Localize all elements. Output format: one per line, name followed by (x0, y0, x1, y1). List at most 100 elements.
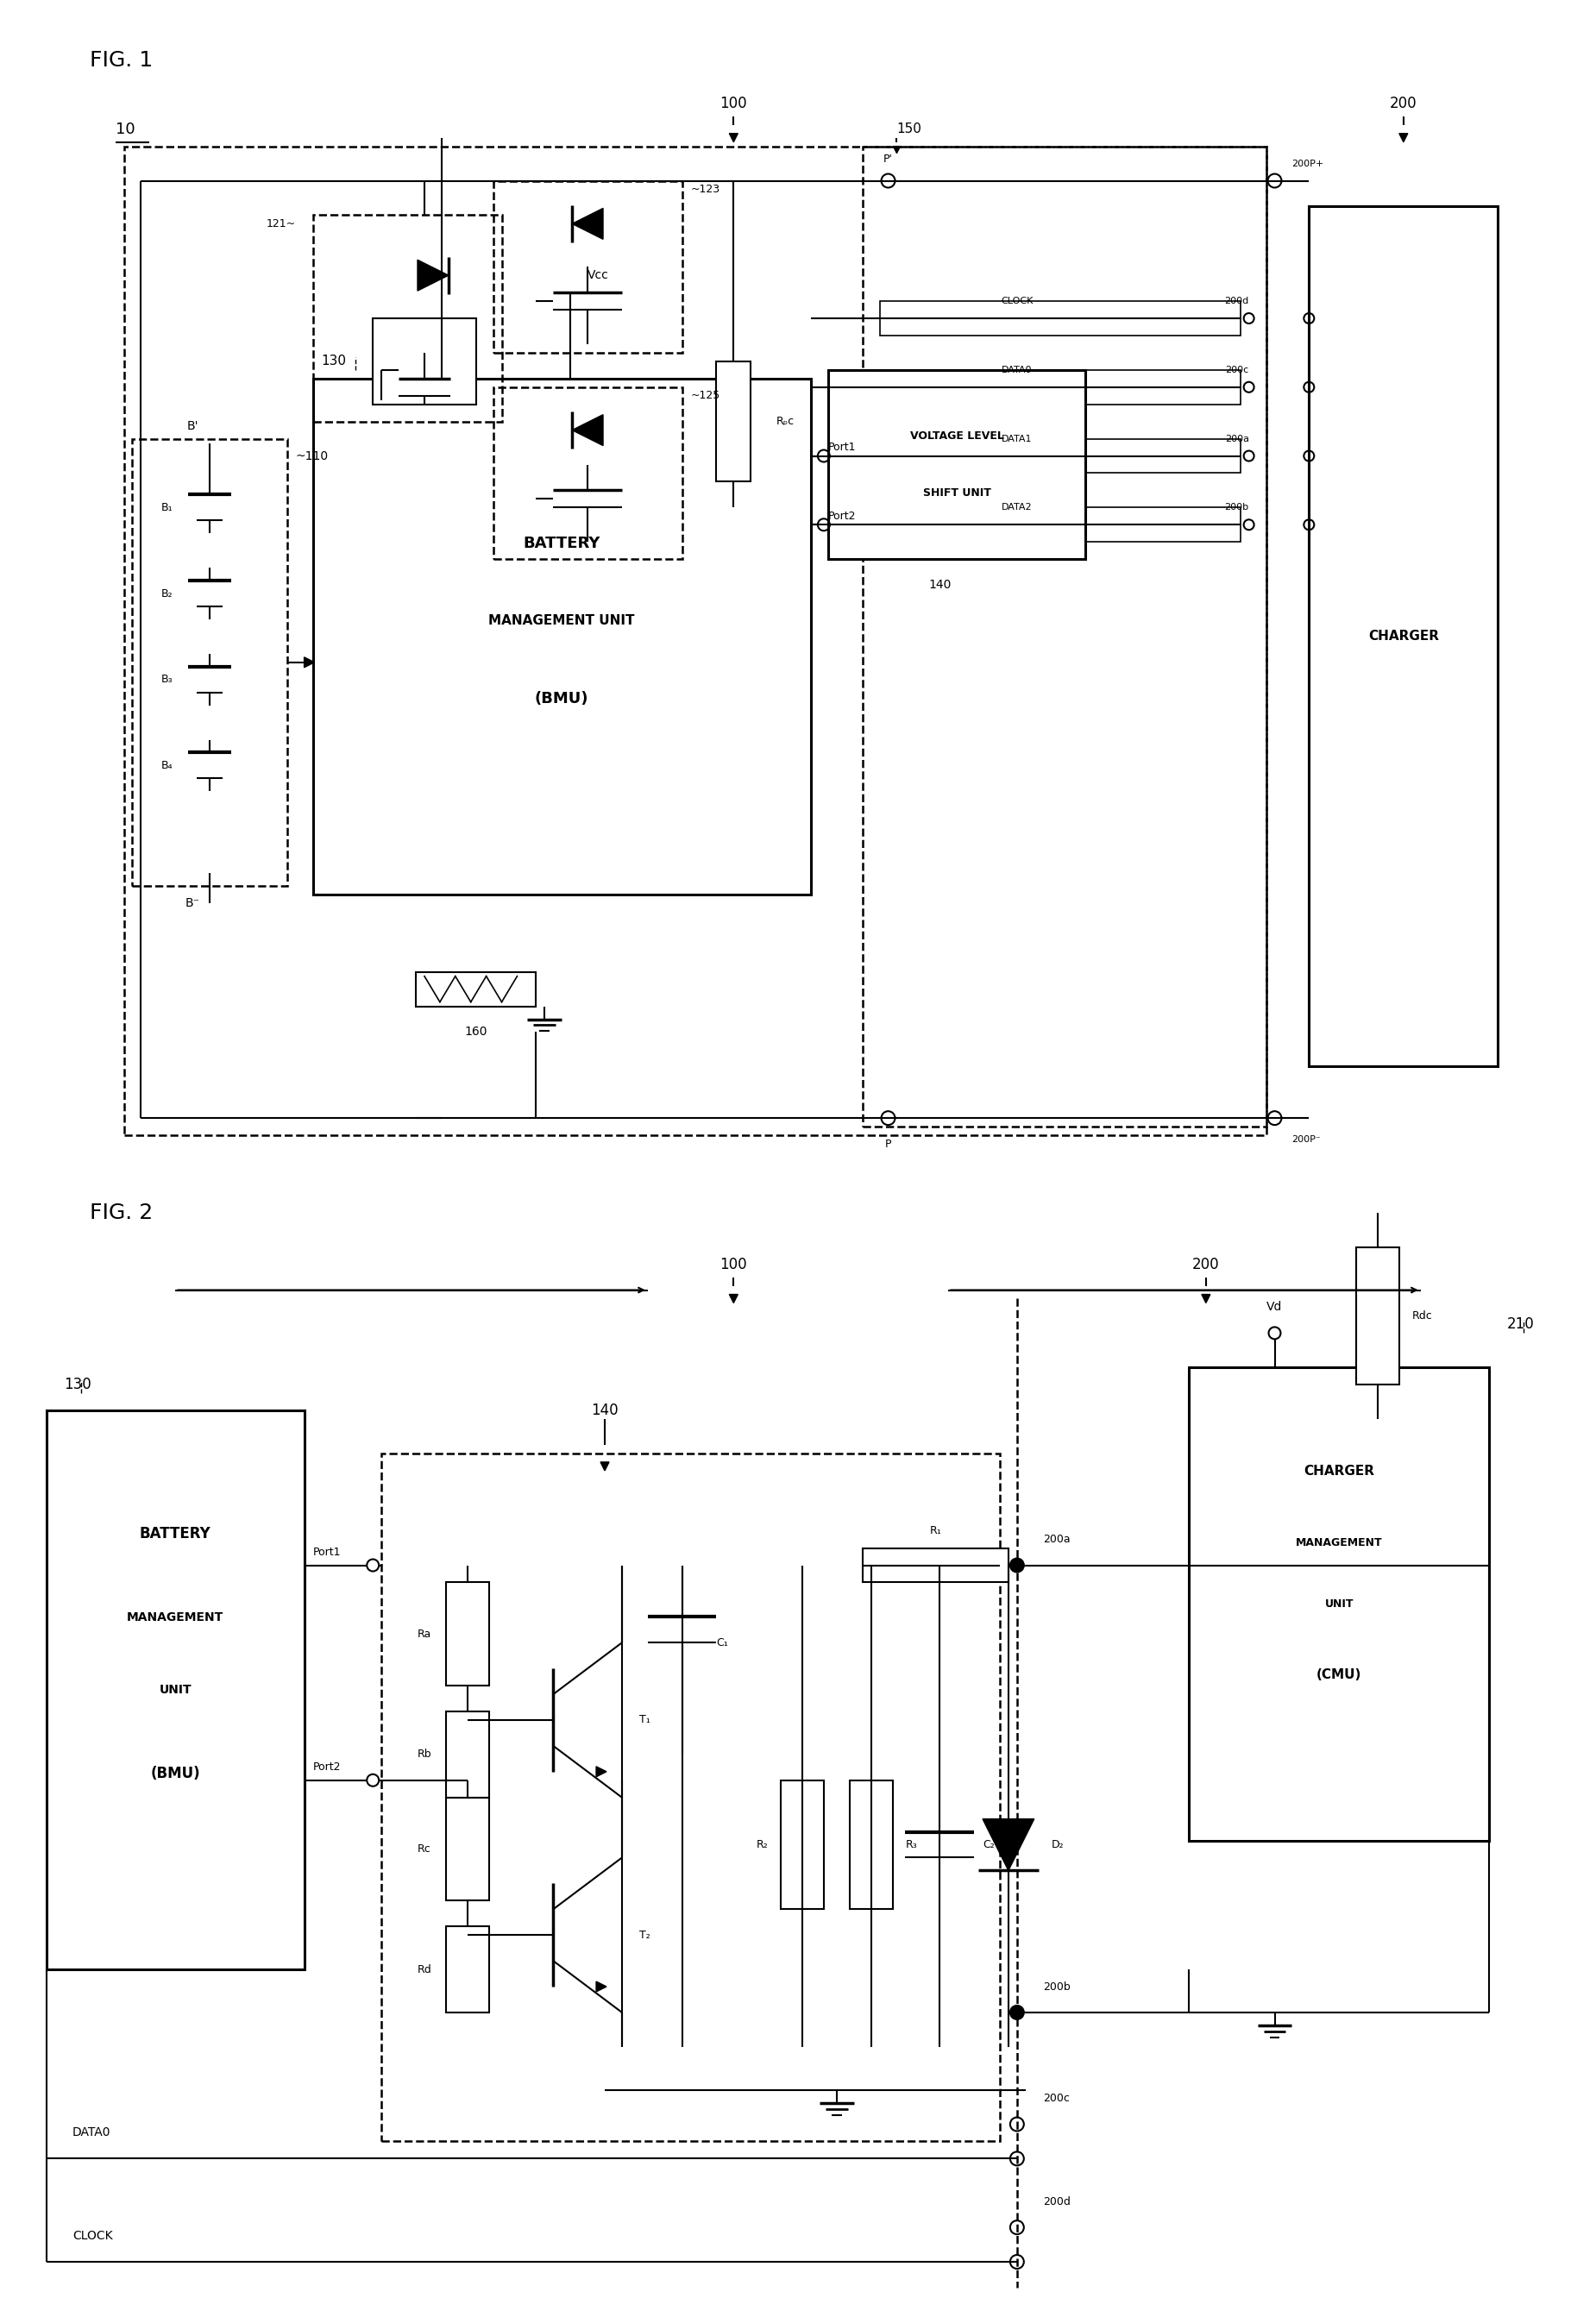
Bar (493, 181, 681, 352)
Polygon shape (597, 1766, 606, 1777)
Bar (1309, 206, 1499, 1066)
Text: SHIFT UNIT: SHIFT UNIT (922, 487, 991, 498)
Text: 160: 160 (464, 1026, 487, 1038)
Text: Vd: Vd (1267, 1302, 1283, 1314)
Text: MANAGEMENT: MANAGEMENT (1296, 1536, 1382, 1548)
Bar (417, 971, 536, 1006)
Text: C₁: C₁ (717, 1638, 728, 1647)
Bar (493, 387, 681, 558)
Text: P: P (884, 1138, 892, 1149)
Bar (862, 146, 1266, 1126)
Text: 200c: 200c (1226, 366, 1250, 375)
Text: DATA0: DATA0 (72, 2127, 110, 2139)
Bar (445, 1925, 488, 2013)
Bar (879, 301, 1240, 336)
Text: Ra: Ra (418, 1629, 431, 1640)
Text: ~125: ~125 (691, 389, 720, 401)
Text: Port1: Port1 (313, 1548, 342, 1557)
Text: Port1: Port1 (828, 443, 855, 452)
Text: R₁: R₁ (929, 1525, 942, 1536)
Bar (313, 378, 811, 894)
Text: 200: 200 (1192, 1256, 1219, 1272)
Text: DATA0: DATA0 (1002, 366, 1033, 375)
Text: CLOCK: CLOCK (72, 2229, 113, 2243)
Text: R₃: R₃ (905, 1840, 918, 1851)
Text: VOLTAGE LEVEL: VOLTAGE LEVEL (910, 431, 1004, 443)
Text: 130: 130 (64, 1376, 91, 1393)
Text: DATA2: DATA2 (1002, 503, 1033, 512)
Bar (879, 438, 1240, 473)
Text: DATA1: DATA1 (1002, 433, 1033, 443)
Text: 121~: 121~ (267, 218, 295, 229)
Bar (1357, 1247, 1400, 1386)
Text: MANAGEMENT: MANAGEMENT (128, 1610, 223, 1624)
Polygon shape (571, 415, 603, 445)
Polygon shape (418, 260, 448, 292)
Polygon shape (1202, 1295, 1210, 1302)
Polygon shape (600, 1462, 610, 1471)
Polygon shape (305, 658, 314, 667)
Text: T₂: T₂ (638, 1930, 650, 1942)
Text: ~110: ~110 (295, 449, 329, 461)
Circle shape (1010, 2007, 1025, 2020)
Text: 200b: 200b (1224, 503, 1250, 512)
Text: B₂: B₂ (161, 589, 172, 600)
Bar (445, 1583, 488, 1687)
Text: 200a: 200a (1042, 1534, 1069, 1545)
Bar (46, 1411, 305, 1969)
Text: 200c: 200c (1042, 2092, 1069, 2104)
Bar (313, 215, 501, 422)
Polygon shape (983, 1819, 1034, 1870)
Text: Vcc: Vcc (587, 269, 610, 280)
Text: Rc: Rc (418, 1844, 431, 1854)
Bar (132, 438, 287, 885)
Text: BATTERY: BATTERY (523, 535, 600, 551)
Text: T₁: T₁ (638, 1715, 650, 1726)
Text: 200d: 200d (1224, 297, 1250, 306)
Text: P': P' (884, 153, 892, 165)
Polygon shape (894, 146, 900, 153)
Text: R₂: R₂ (757, 1840, 768, 1851)
Bar (381, 1453, 999, 2141)
Text: D₂: D₂ (1052, 1840, 1065, 1851)
Bar (1189, 1367, 1489, 1840)
Text: Rₚc: Rₚc (777, 417, 795, 426)
Text: 200P+: 200P+ (1291, 160, 1325, 167)
Text: (BMU): (BMU) (535, 690, 589, 707)
Text: (BMU): (BMU) (150, 1766, 200, 1782)
Text: 200b: 200b (1042, 1981, 1071, 1993)
Text: 210: 210 (1507, 1316, 1534, 1332)
Text: 10: 10 (115, 120, 134, 137)
Text: Rd: Rd (417, 1965, 431, 1974)
Text: UNIT: UNIT (1325, 1599, 1353, 1610)
Text: BATTERY: BATTERY (140, 1525, 211, 1541)
Text: FIG. 2: FIG. 2 (89, 1203, 153, 1223)
Bar (862, 1548, 1009, 1583)
Text: 200a: 200a (1224, 433, 1250, 443)
Text: Rb: Rb (417, 1749, 431, 1761)
Text: Port2: Port2 (828, 510, 855, 521)
Bar (879, 371, 1240, 405)
Bar (445, 1798, 488, 1900)
Text: (CMU): (CMU) (1317, 1668, 1361, 1682)
Text: 130: 130 (321, 355, 346, 368)
Text: 140: 140 (591, 1402, 618, 1418)
Bar (849, 1779, 892, 1909)
Text: 200: 200 (1390, 95, 1417, 111)
Polygon shape (597, 1981, 606, 1993)
Text: UNIT: UNIT (160, 1684, 192, 1696)
Bar (780, 1779, 824, 1909)
Text: ~123: ~123 (691, 183, 720, 195)
Polygon shape (729, 1295, 737, 1302)
Text: B': B' (187, 419, 198, 431)
Bar (828, 371, 1085, 558)
Text: B₃: B₃ (161, 674, 172, 686)
Bar (717, 361, 750, 482)
Text: 140: 140 (929, 579, 951, 591)
Bar (373, 317, 476, 405)
Text: 200d: 200d (1042, 2197, 1071, 2208)
Text: 150: 150 (897, 123, 921, 137)
Text: B⁻: B⁻ (185, 897, 200, 908)
Text: 200P⁻: 200P⁻ (1291, 1135, 1321, 1145)
Text: Port2: Port2 (313, 1761, 342, 1773)
